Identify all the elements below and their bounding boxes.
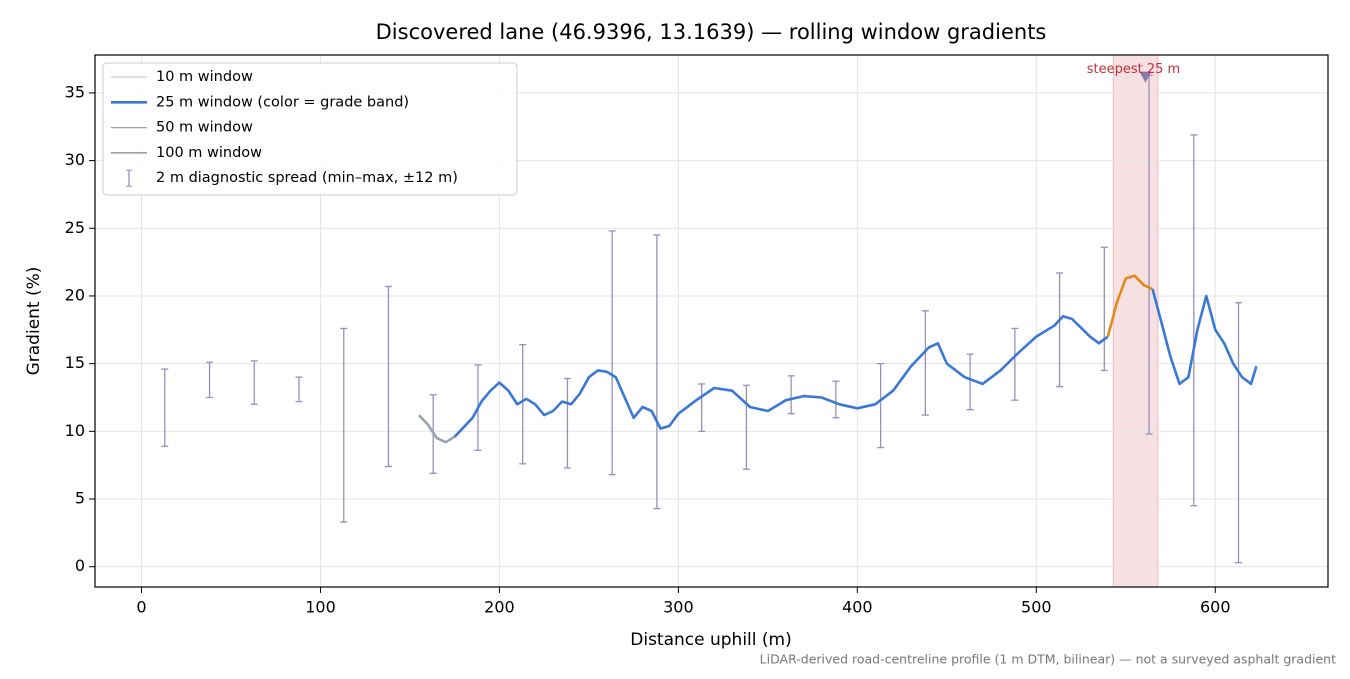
error-bar bbox=[1100, 246, 1108, 372]
error-bar bbox=[832, 380, 840, 419]
y-tick-label: 15 bbox=[65, 353, 85, 372]
series-line bbox=[453, 315, 1109, 438]
error-bar bbox=[384, 285, 392, 468]
error-bar bbox=[877, 362, 885, 449]
legend-label: 50 m window bbox=[156, 120, 253, 136]
y-tick-label: 0 bbox=[75, 556, 85, 575]
series-line bbox=[1151, 288, 1258, 386]
error-bar bbox=[1011, 327, 1019, 401]
x-tick-label: 100 bbox=[305, 598, 336, 617]
x-tick-label: 500 bbox=[1021, 598, 1052, 617]
legend-label: 10 m window bbox=[156, 69, 253, 85]
error-bar bbox=[1056, 272, 1064, 388]
y-tick-label: 30 bbox=[65, 150, 85, 169]
error-bar bbox=[250, 360, 258, 405]
x-tick-label: 300 bbox=[663, 598, 694, 617]
error-bar bbox=[1190, 134, 1198, 507]
chart-title: Discovered lane (46.9396, 13.1639) — rol… bbox=[376, 20, 1047, 44]
error-bar bbox=[340, 327, 348, 523]
error-bar bbox=[921, 310, 929, 416]
error-bar bbox=[608, 230, 616, 476]
legend-label: 25 m window (color = grade band) bbox=[156, 94, 409, 110]
error-bar bbox=[742, 384, 750, 470]
error-bar bbox=[653, 234, 661, 510]
series-line bbox=[417, 414, 456, 444]
x-tick-label: 200 bbox=[484, 598, 515, 617]
error-bar bbox=[698, 383, 706, 432]
y-axis-label: Gradient (%) bbox=[24, 267, 44, 376]
y-tick-label: 35 bbox=[65, 82, 85, 101]
error-bar bbox=[563, 377, 571, 469]
error-bar bbox=[1235, 302, 1243, 564]
steepest-marker bbox=[1139, 71, 1152, 83]
legend-label: 2 m diagnostic spread (min–max, ±12 m) bbox=[156, 170, 458, 186]
x-tick-label: 400 bbox=[842, 598, 873, 617]
highlight-span bbox=[1112, 54, 1159, 588]
plot-frame bbox=[94, 54, 1329, 588]
x-tick-label: 600 bbox=[1200, 598, 1231, 617]
y-tick-label: 5 bbox=[75, 489, 85, 508]
legend: 10 m window 25 m window (color = grade ba… bbox=[102, 62, 518, 196]
annotation: steepest 25 m bbox=[1087, 62, 1180, 77]
x-tick-label: 0 bbox=[136, 598, 146, 617]
legend-box bbox=[102, 62, 518, 196]
y-tick-label: 20 bbox=[65, 285, 85, 304]
y-tick-label: 10 bbox=[65, 421, 85, 440]
error-bar bbox=[161, 368, 169, 447]
error-bar bbox=[966, 353, 974, 411]
error-bar bbox=[787, 375, 795, 415]
error-bar bbox=[295, 376, 303, 403]
series-line bbox=[1106, 274, 1154, 337]
legend-label: 100 m window bbox=[156, 145, 262, 161]
error-bar bbox=[206, 361, 214, 399]
footnote: LiDAR-derived road-centreline profile (1… bbox=[760, 652, 1336, 667]
x-axis-label: Distance uphill (m) bbox=[630, 630, 791, 650]
error-bar bbox=[519, 344, 527, 465]
y-tick-label: 25 bbox=[65, 218, 85, 237]
